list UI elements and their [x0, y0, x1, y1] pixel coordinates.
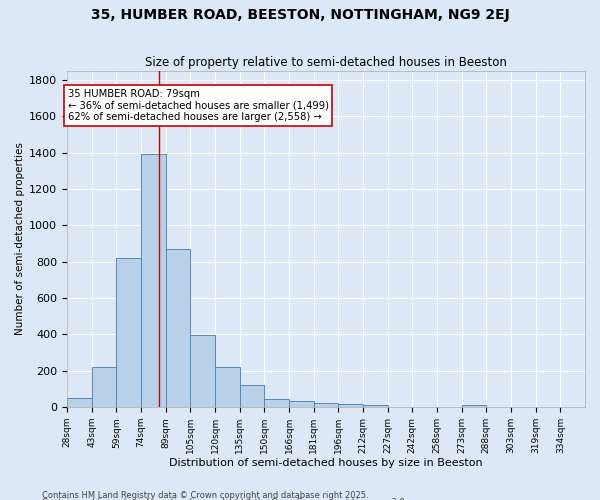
Bar: [92, 367, 116, 407]
Bar: [215, 367, 239, 407]
Text: Contains HM Land Registry data © Crown copyright and database right 2025.: Contains HM Land Registry data © Crown c…: [42, 490, 368, 500]
Text: Contains public sector information licensed under the Open Government Licence v3: Contains public sector information licen…: [42, 498, 407, 500]
Bar: [289, 402, 314, 407]
Bar: [461, 405, 487, 407]
Text: 35 HUMBER ROAD: 79sqm
← 36% of semi-detached houses are smaller (1,499)
62% of s: 35 HUMBER ROAD: 79sqm ← 36% of semi-deta…: [68, 89, 329, 122]
Bar: [166, 249, 190, 407]
Bar: [67, 398, 92, 407]
Bar: [141, 154, 166, 407]
Bar: [338, 404, 363, 407]
Bar: [116, 258, 141, 407]
X-axis label: Distribution of semi-detached houses by size in Beeston: Distribution of semi-detached houses by …: [169, 458, 483, 468]
Y-axis label: Number of semi-detached properties: Number of semi-detached properties: [15, 142, 25, 336]
Text: 35, HUMBER ROAD, BEESTON, NOTTINGHAM, NG9 2EJ: 35, HUMBER ROAD, BEESTON, NOTTINGHAM, NG…: [91, 8, 509, 22]
Title: Size of property relative to semi-detached houses in Beeston: Size of property relative to semi-detach…: [145, 56, 507, 70]
Bar: [363, 406, 388, 407]
Bar: [190, 336, 215, 407]
Bar: [265, 398, 289, 407]
Bar: [314, 403, 338, 407]
Bar: [239, 386, 265, 407]
